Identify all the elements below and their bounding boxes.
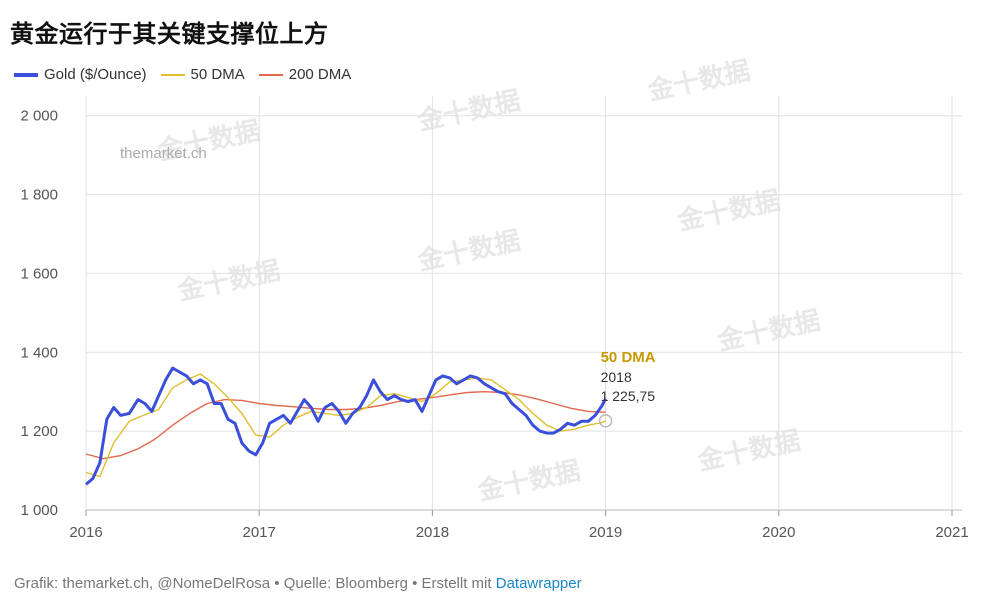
watermark-brand: 金十数据 <box>674 185 783 237</box>
watermark-site: themarket.ch <box>120 145 207 162</box>
chart-title: 黄金运行于其关键支撑位上方 <box>10 19 329 48</box>
datawrapper-link[interactable]: Datawrapper <box>495 575 582 592</box>
footer-credits: Grafik: themarket.ch, @NomeDelRosa • Que… <box>14 575 496 592</box>
annotation-title: 50 DMA <box>601 349 656 366</box>
annotation-marker <box>598 414 613 428</box>
x-tick-label: 2021 <box>935 524 968 541</box>
series-line-gold-ounce- <box>85 366 607 486</box>
annotation-x-label: 2018 <box>601 369 632 385</box>
watermark-brand: 金十数据 <box>714 305 823 357</box>
legend-swatch-gold <box>14 72 38 77</box>
x-tick-label: 2018 <box>416 524 449 541</box>
legend-item-50dma[interactable]: 50 DMA <box>160 66 245 83</box>
y-tick-label: 1 400 <box>20 344 58 361</box>
x-tick-label: 2016 <box>69 524 102 541</box>
watermark-brand: 金十数据 <box>644 55 753 107</box>
y-tick-label: 1 200 <box>20 423 58 440</box>
x-tick-label: 2019 <box>589 524 622 541</box>
footer: Grafik: themarket.ch, @NomeDelRosa • Que… <box>14 575 582 592</box>
legend-swatch-200dma <box>258 73 283 76</box>
watermark-brand: 金十数据 <box>414 85 523 137</box>
watermark-brand: 金十数据 <box>694 425 803 477</box>
legend-swatch-50dma <box>160 73 185 76</box>
watermark-brand: 金十数据 <box>174 255 283 307</box>
y-tick-label: 1 800 <box>20 187 58 204</box>
watermark-brand: 金十数据 <box>474 455 583 507</box>
legend-label-gold: Gold ($/Ounce) <box>44 66 147 83</box>
legend-item-200dma[interactable]: 200 DMA <box>258 66 352 83</box>
y-tick-label: 2 000 <box>20 108 58 125</box>
annotation-value: 1 225,75 <box>601 388 656 404</box>
line-chart: 金十数据金十数据金十数据金十数据金十数据金十数据金十数据金十数据金十数据them… <box>20 55 968 541</box>
x-tick-label: 2020 <box>762 524 795 541</box>
legend-label-200dma: 200 DMA <box>288 66 352 83</box>
legend-label-50dma: 50 DMA <box>190 66 245 83</box>
legend-item-gold[interactable]: Gold ($/Ounce) <box>14 66 147 83</box>
y-tick-label: 1 600 <box>20 265 58 282</box>
x-tick-label: 2017 <box>243 524 276 541</box>
legend: Gold ($/Ounce) 50 DMA 200 DMA <box>14 66 365 83</box>
series-line-50-dma <box>85 373 606 478</box>
series-line-200-dma <box>85 391 606 460</box>
watermark-brand: 金十数据 <box>414 225 523 277</box>
y-tick-label: 1 000 <box>20 502 58 519</box>
